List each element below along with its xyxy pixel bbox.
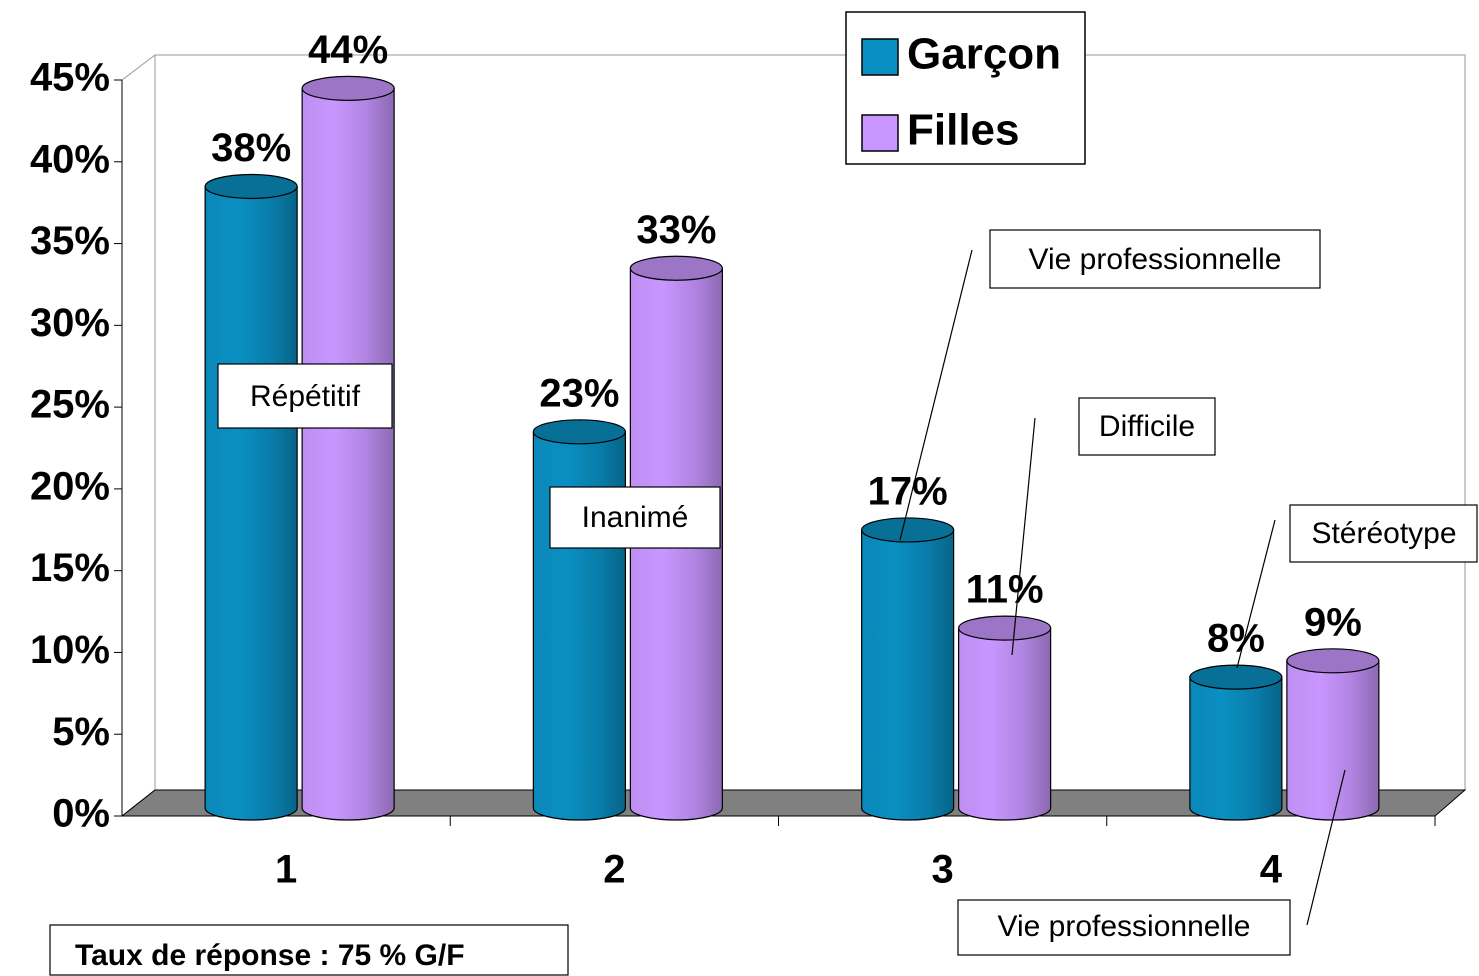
annotation-box: [989, 229, 1321, 289]
annotation: Difficile: [1099, 410, 1195, 443]
x-tick-label: 1: [275, 848, 297, 892]
y-tick-label: 30%: [30, 301, 110, 345]
annotation-box: [49, 924, 569, 976]
legend-swatch: [861, 38, 899, 76]
annotation-line: [1306, 769, 1346, 926]
bar-top: [204, 173, 298, 200]
x-tick-label: 3: [932, 848, 954, 892]
plot: 0% 5% 10% 15% 20% 25% 30% 35% 40% 45% 1 2 3 4 38% 44% 23…: [30, 28, 1436, 892]
bar-top: [532, 419, 626, 445]
value-label: 44%: [308, 28, 388, 72]
legend: Garçon Filles: [845, 11, 1086, 165]
value-label: 8%: [1207, 617, 1265, 661]
annotation: Inanimé: [582, 501, 689, 534]
annotation-line: [1236, 519, 1276, 669]
y-tick-label: 45%: [30, 56, 110, 100]
y-tick-label: 35%: [30, 219, 110, 263]
bar-shade: [861, 529, 954, 820]
annotation: Taux de réponse : 75 % G/F: [75, 939, 465, 972]
value-label: 23%: [539, 371, 619, 415]
annotation-box: [1289, 504, 1478, 563]
annotation-line: [899, 249, 973, 541]
legend-label: Filles: [907, 106, 1020, 155]
y-tick-label: 40%: [30, 137, 110, 181]
bar-top: [1286, 648, 1380, 674]
annotation-box: [549, 486, 721, 549]
value-label: 33%: [636, 208, 716, 252]
value-label: 9%: [1304, 600, 1362, 644]
bar-top: [629, 255, 723, 281]
annotation: Vie professionnelle: [1029, 243, 1282, 276]
y-tick-label: 5%: [52, 710, 110, 754]
value-label: 11%: [966, 568, 1044, 612]
bar-top: [861, 517, 955, 543]
y-tick-label: 10%: [30, 628, 110, 672]
x-tick-label: 2: [603, 848, 625, 892]
value-label: 38%: [211, 126, 291, 170]
legend-label: Garçon: [907, 30, 1061, 79]
annotation-line: [1011, 417, 1036, 656]
bar-shade: [958, 628, 1051, 820]
bar-top: [958, 615, 1052, 641]
legend-swatch: [861, 114, 899, 152]
bar-shade: [302, 88, 395, 821]
wall-edge: [121, 54, 156, 81]
bar-shade: [1189, 677, 1282, 820]
annotation: Vie professionnelle: [998, 910, 1251, 943]
value-label: 17%: [868, 470, 948, 514]
annotation-box: [957, 899, 1291, 956]
bar-shade: [1286, 660, 1379, 820]
annotation: Répétitif: [250, 380, 361, 413]
x-tick-label: 4: [1260, 848, 1283, 892]
annotation: Stéréotype: [1311, 517, 1456, 550]
y-tick-label: 15%: [30, 546, 110, 590]
y-tick-label: 0%: [52, 792, 110, 836]
bar-top: [301, 75, 395, 101]
y-tick-label: 25%: [30, 383, 110, 427]
y-tick-label: 20%: [30, 464, 110, 508]
bar-shade: [205, 186, 298, 820]
annotations: Répétitif Inanimé Vie professionnelle Di…: [49, 229, 1478, 976]
annotation-box: [217, 363, 393, 429]
bar-top: [1189, 664, 1283, 690]
annotation-box: [1078, 397, 1216, 456]
